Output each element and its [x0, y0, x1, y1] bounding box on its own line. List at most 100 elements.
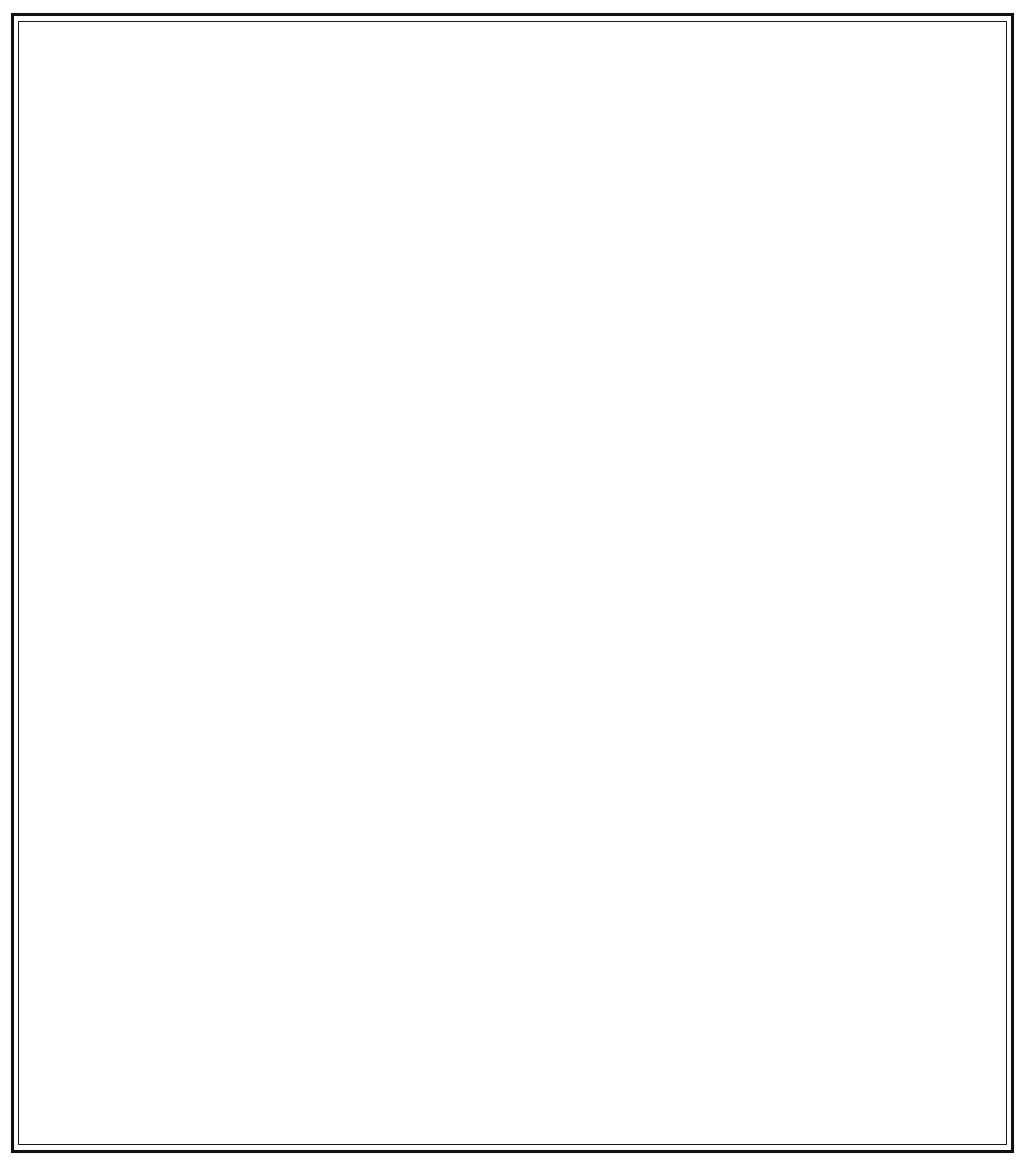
Circle shape — [372, 664, 396, 692]
Text: % 378424-S: % 378424-S — [586, 289, 649, 298]
Bar — [271, 76, 302, 151]
Circle shape — [851, 189, 876, 217]
Text: 1964/72: 1964/72 — [480, 1108, 544, 1122]
Circle shape — [401, 381, 418, 400]
Circle shape — [548, 348, 556, 358]
Bar — [581, 358, 653, 452]
Text: % 10578: % 10578 — [635, 444, 681, 453]
Bar — [358, 396, 379, 410]
Bar — [193, 332, 254, 346]
Circle shape — [198, 367, 212, 383]
Text: 10594: 10594 — [230, 729, 263, 739]
Text: 10519: 10519 — [625, 234, 657, 243]
Circle shape — [347, 669, 359, 683]
Circle shape — [198, 388, 212, 404]
Circle shape — [383, 370, 391, 380]
Circle shape — [430, 408, 451, 431]
Bar — [377, 446, 510, 460]
Text: VOLTAGE REGULATOR (FORD 15 VOLT-NEGATIVE GROUND)-ALTERNATOR: VOLTAGE REGULATOR (FORD 15 VOLT-NEGATIVE… — [234, 1085, 790, 1099]
Bar — [881, 433, 906, 445]
Text: % 10538: % 10538 — [205, 367, 251, 376]
Bar — [430, 810, 469, 821]
Text: FORDIFICATION.COM: FORDIFICATION.COM — [144, 374, 716, 838]
Bar — [36, 497, 110, 567]
Bar — [678, 230, 807, 241]
Bar — [377, 355, 510, 369]
Text: % 10520: % 10520 — [172, 386, 218, 395]
Circle shape — [463, 381, 479, 400]
FancyBboxPatch shape — [257, 220, 675, 259]
Circle shape — [391, 306, 406, 323]
Circle shape — [784, 403, 797, 417]
Circle shape — [857, 147, 869, 161]
Bar — [186, 466, 268, 478]
Bar — [394, 317, 402, 343]
Text: % 10507: % 10507 — [410, 447, 456, 457]
Circle shape — [883, 412, 903, 436]
Bar — [186, 402, 199, 478]
Circle shape — [460, 212, 472, 226]
Circle shape — [436, 473, 446, 485]
Bar — [401, 763, 412, 775]
Circle shape — [242, 750, 266, 778]
Text: % 10551: % 10551 — [586, 306, 632, 316]
Bar — [659, 763, 670, 775]
Text: % 10548(4): % 10548(4) — [688, 595, 749, 605]
Bar — [863, 77, 873, 84]
Text: %10641: %10641 — [891, 103, 934, 112]
Text: 10632: 10632 — [567, 677, 600, 686]
Circle shape — [399, 408, 420, 431]
Text: %378049-S: %378049-S — [408, 391, 467, 401]
Circle shape — [376, 353, 386, 365]
Circle shape — [389, 606, 410, 629]
Circle shape — [622, 416, 638, 435]
Circle shape — [96, 303, 121, 331]
Circle shape — [338, 606, 358, 629]
Bar — [401, 384, 422, 394]
Text: 52554-S
(U-230): 52554-S (U-230) — [305, 83, 348, 104]
Text: 10A519: 10A519 — [691, 330, 732, 339]
Circle shape — [305, 333, 319, 350]
Circle shape — [378, 671, 390, 685]
Bar — [169, 346, 181, 433]
Bar — [305, 701, 328, 748]
Bar — [271, 47, 660, 210]
Circle shape — [591, 416, 607, 435]
Bar — [250, 767, 258, 783]
FancyBboxPatch shape — [819, 151, 907, 254]
FancyBboxPatch shape — [309, 98, 582, 186]
Text: % 379266-S: % 379266-S — [561, 657, 625, 666]
Text: %351764-S: %351764-S — [881, 397, 941, 407]
Text: The '67-72 Ford Pickup Resource: The '67-72 Ford Pickup Resource — [792, 1081, 929, 1090]
Text: % 10A529: % 10A529 — [555, 694, 608, 704]
Text: P-5525: P-5525 — [922, 1096, 963, 1106]
Bar — [780, 352, 799, 457]
Circle shape — [311, 658, 336, 686]
Bar — [604, 47, 660, 210]
Text: % 10A514: % 10A514 — [877, 182, 930, 191]
Text: % 10578: % 10578 — [152, 415, 198, 424]
Circle shape — [208, 435, 222, 451]
Bar — [780, 347, 816, 361]
Circle shape — [593, 389, 605, 403]
Text: FORDification.com: FORDification.com — [799, 1062, 922, 1076]
Bar — [186, 402, 268, 414]
Text: # 10546 INSULATOR: # 10546 INSULATOR — [113, 578, 220, 587]
Circle shape — [292, 606, 312, 629]
Text: 10557: 10557 — [459, 273, 492, 282]
Circle shape — [239, 435, 253, 451]
Circle shape — [514, 666, 535, 690]
FancyBboxPatch shape — [211, 499, 737, 678]
Circle shape — [461, 408, 481, 431]
Bar — [498, 355, 510, 460]
Bar — [305, 736, 351, 748]
Bar — [34, 486, 112, 497]
Text: %379815-S: %379815-S — [377, 508, 437, 517]
Circle shape — [378, 365, 396, 386]
Bar — [34, 562, 112, 573]
Circle shape — [247, 333, 261, 350]
Circle shape — [233, 367, 248, 383]
Circle shape — [233, 388, 248, 404]
Bar — [225, 338, 236, 350]
Bar — [381, 338, 389, 350]
